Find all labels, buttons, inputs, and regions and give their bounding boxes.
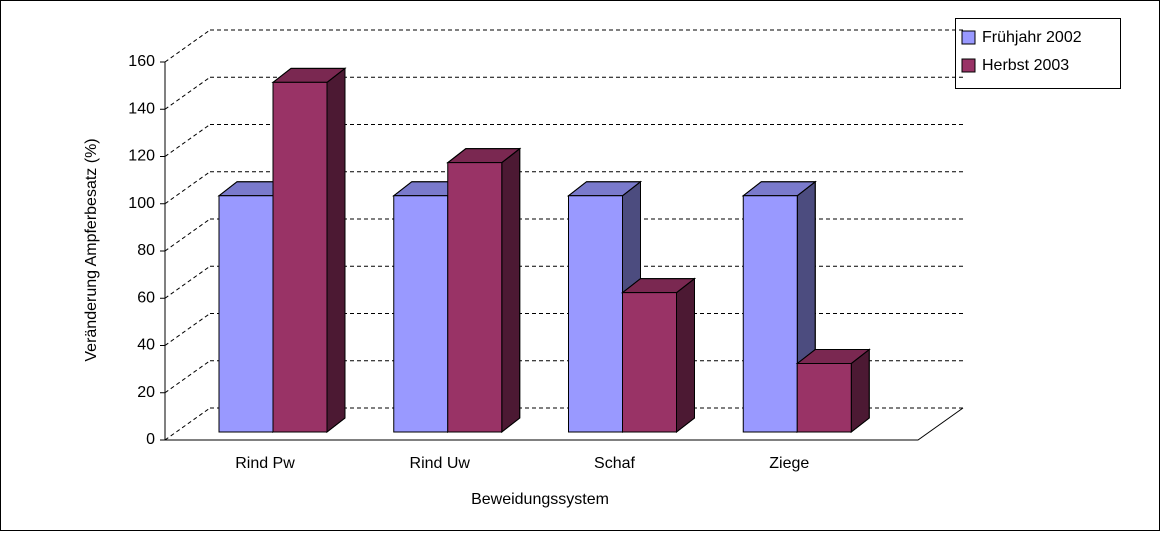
bar-face bbox=[568, 195, 623, 433]
bar bbox=[271, 67, 347, 434]
x-tick-label: Schaf bbox=[594, 455, 635, 472]
bar-shade bbox=[676, 277, 695, 434]
y-tick-label: 40 bbox=[137, 337, 155, 354]
floor-edge bbox=[165, 407, 964, 441]
grid-line bbox=[164, 407, 211, 441]
y-tick-label: 100 bbox=[128, 195, 155, 212]
legend-label: Frühjahr 2002 bbox=[982, 29, 1082, 46]
x-tick-label: Ziege bbox=[769, 455, 809, 472]
y-tick-label: 0 bbox=[146, 431, 155, 448]
grid-line bbox=[164, 360, 211, 394]
grid-line bbox=[164, 313, 211, 346]
y-tick-label: 140 bbox=[128, 100, 155, 117]
grid-line bbox=[164, 171, 211, 205]
y-axis-title: Veränderung Ampferbesatz (%) bbox=[83, 138, 100, 361]
bar-face bbox=[447, 162, 503, 433]
bar-face bbox=[742, 195, 798, 433]
grid-line bbox=[164, 265, 211, 299]
legend-swatch bbox=[961, 58, 976, 73]
legend-swatch bbox=[961, 30, 976, 45]
bar-face bbox=[393, 195, 449, 433]
y-tick-label: 20 bbox=[137, 384, 155, 401]
bar bbox=[446, 147, 522, 434]
x-tick-label: Rind Pw bbox=[235, 455, 295, 472]
grid-line bbox=[164, 29, 211, 63]
y-tick-label: 160 bbox=[128, 53, 155, 70]
x-axis-title: Beweidungssystem bbox=[471, 491, 609, 508]
legend-label: Herbst 2003 bbox=[982, 57, 1069, 74]
x-tick-label: Rind Uw bbox=[410, 455, 471, 472]
y-tick-label: 80 bbox=[137, 242, 155, 259]
grid-line bbox=[164, 76, 211, 110]
bar bbox=[621, 277, 696, 434]
bar-face bbox=[796, 362, 852, 433]
grid-line bbox=[164, 218, 211, 252]
bar bbox=[795, 348, 871, 434]
bar-shade bbox=[501, 147, 521, 434]
bar-face bbox=[218, 195, 274, 433]
bar-face bbox=[622, 292, 677, 433]
y-tick-label: 120 bbox=[128, 148, 155, 165]
legend bbox=[955, 18, 1121, 89]
bar-face bbox=[272, 81, 328, 433]
bar-shade bbox=[326, 67, 346, 434]
y-tick-label: 60 bbox=[137, 289, 155, 306]
grid-line bbox=[164, 124, 211, 157]
